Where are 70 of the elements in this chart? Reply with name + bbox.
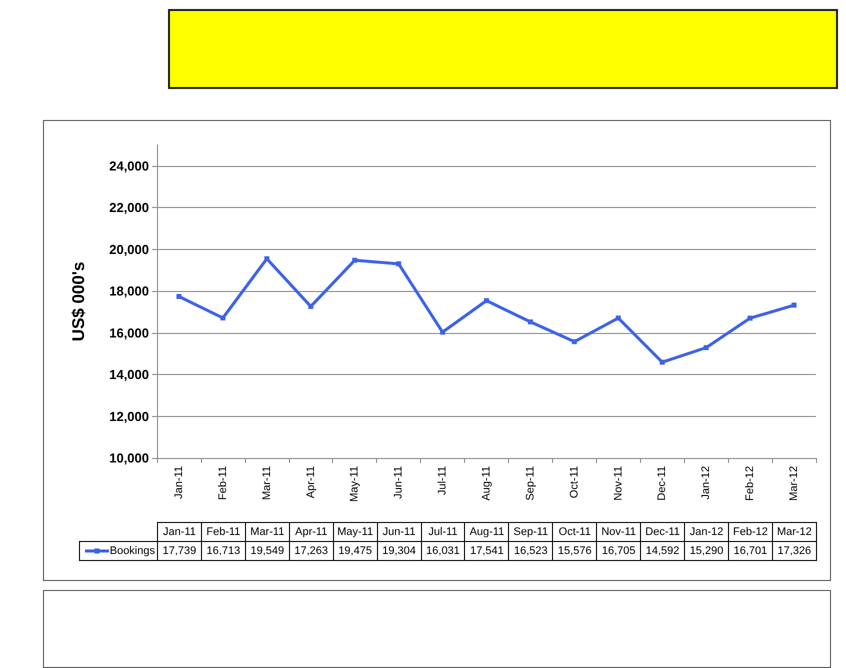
y-tick-label: 18,000 (109, 284, 149, 299)
data-label: 16,523 (508, 542, 553, 560)
x-tick-label: Feb-11 (216, 466, 229, 500)
x-tick-label: Sep-11 (524, 466, 536, 501)
y-tick-label: 12,000 (109, 408, 149, 424)
y-tick-label: 24,000 (109, 158, 149, 174)
point (396, 261, 402, 266)
point (660, 360, 665, 365)
category-label: Mar-12 (776, 526, 812, 538)
data-label: 16,701 (728, 542, 772, 560)
category-label: Oct-11 (558, 526, 591, 538)
data-label: 16,031 (421, 542, 465, 560)
point (528, 319, 533, 324)
y-tick-label: 10,000 (109, 450, 149, 466)
x-tick-label: Jan-11 (172, 466, 185, 499)
x-tick-label: Jun-11 (392, 466, 405, 499)
point (572, 339, 577, 344)
data-label: 17,326 (772, 542, 816, 560)
y-tick-label: 22,000 (109, 200, 149, 216)
category-label: Jan-11 (163, 526, 196, 538)
x-tick-label: Nov-11 (612, 466, 624, 501)
x-tick-label: Apr-11 (304, 466, 317, 498)
category-label: Jan-12 (690, 526, 724, 538)
category-label: Apr-11 (295, 526, 328, 538)
data-label: 14,592 (640, 542, 685, 560)
x-tick-label: Oct-11 (568, 466, 580, 498)
data-label: 17,541 (464, 542, 509, 560)
category-label: Sep-11 (514, 526, 548, 538)
category-label: Nov-11 (601, 526, 636, 538)
point (616, 316, 621, 321)
point (352, 258, 358, 263)
y-tick-label: 20,000 (109, 242, 149, 257)
point (484, 298, 489, 304)
legend-label: Bookings (110, 545, 155, 557)
y-tick-label: 16,000 (109, 325, 149, 340)
data-label: 17,739 (158, 542, 202, 560)
data-label: 16,705 (596, 542, 641, 560)
x-tick-label: Jul-11 (436, 466, 449, 496)
data-label: 19,304 (377, 542, 422, 560)
category-label: Mar-11 (250, 526, 284, 538)
data-label: 19,475 (333, 542, 378, 560)
category-label: Dec-11 (645, 526, 680, 538)
x-tick-label: Aug-11 (480, 466, 492, 501)
point (264, 256, 270, 262)
category-label: May-11 (337, 526, 374, 538)
x-tick-label: Dec-11 (656, 466, 668, 501)
point (176, 294, 182, 300)
x-tick-label: Mar-12 (788, 466, 800, 501)
point (748, 316, 753, 321)
category-label: Feb-11 (206, 526, 240, 538)
point (440, 330, 446, 335)
point (792, 302, 797, 308)
x-tick-label: Feb-12 (744, 466, 756, 501)
point (220, 315, 226, 320)
x-tick-label: May-11 (348, 466, 361, 502)
y-axis-title: US$ 000's (69, 262, 88, 342)
y-tick-label: 14,000 (109, 367, 149, 382)
point (704, 345, 709, 350)
data-label: 17,263 (289, 542, 334, 560)
data-label: 15,290 (684, 542, 728, 560)
point (308, 304, 314, 309)
category-label: Jul-11 (428, 526, 458, 538)
data-label: 19,549 (245, 542, 290, 560)
x-tick-label: Mar-11 (260, 466, 273, 500)
category-label: Feb-12 (733, 526, 768, 538)
data-label: 16,713 (201, 542, 246, 560)
category-label: Aug-11 (470, 526, 504, 538)
category-label: Jun-11 (382, 526, 416, 538)
x-tick-label: Jan-12 (700, 466, 712, 500)
data-label: 15,576 (552, 542, 597, 560)
